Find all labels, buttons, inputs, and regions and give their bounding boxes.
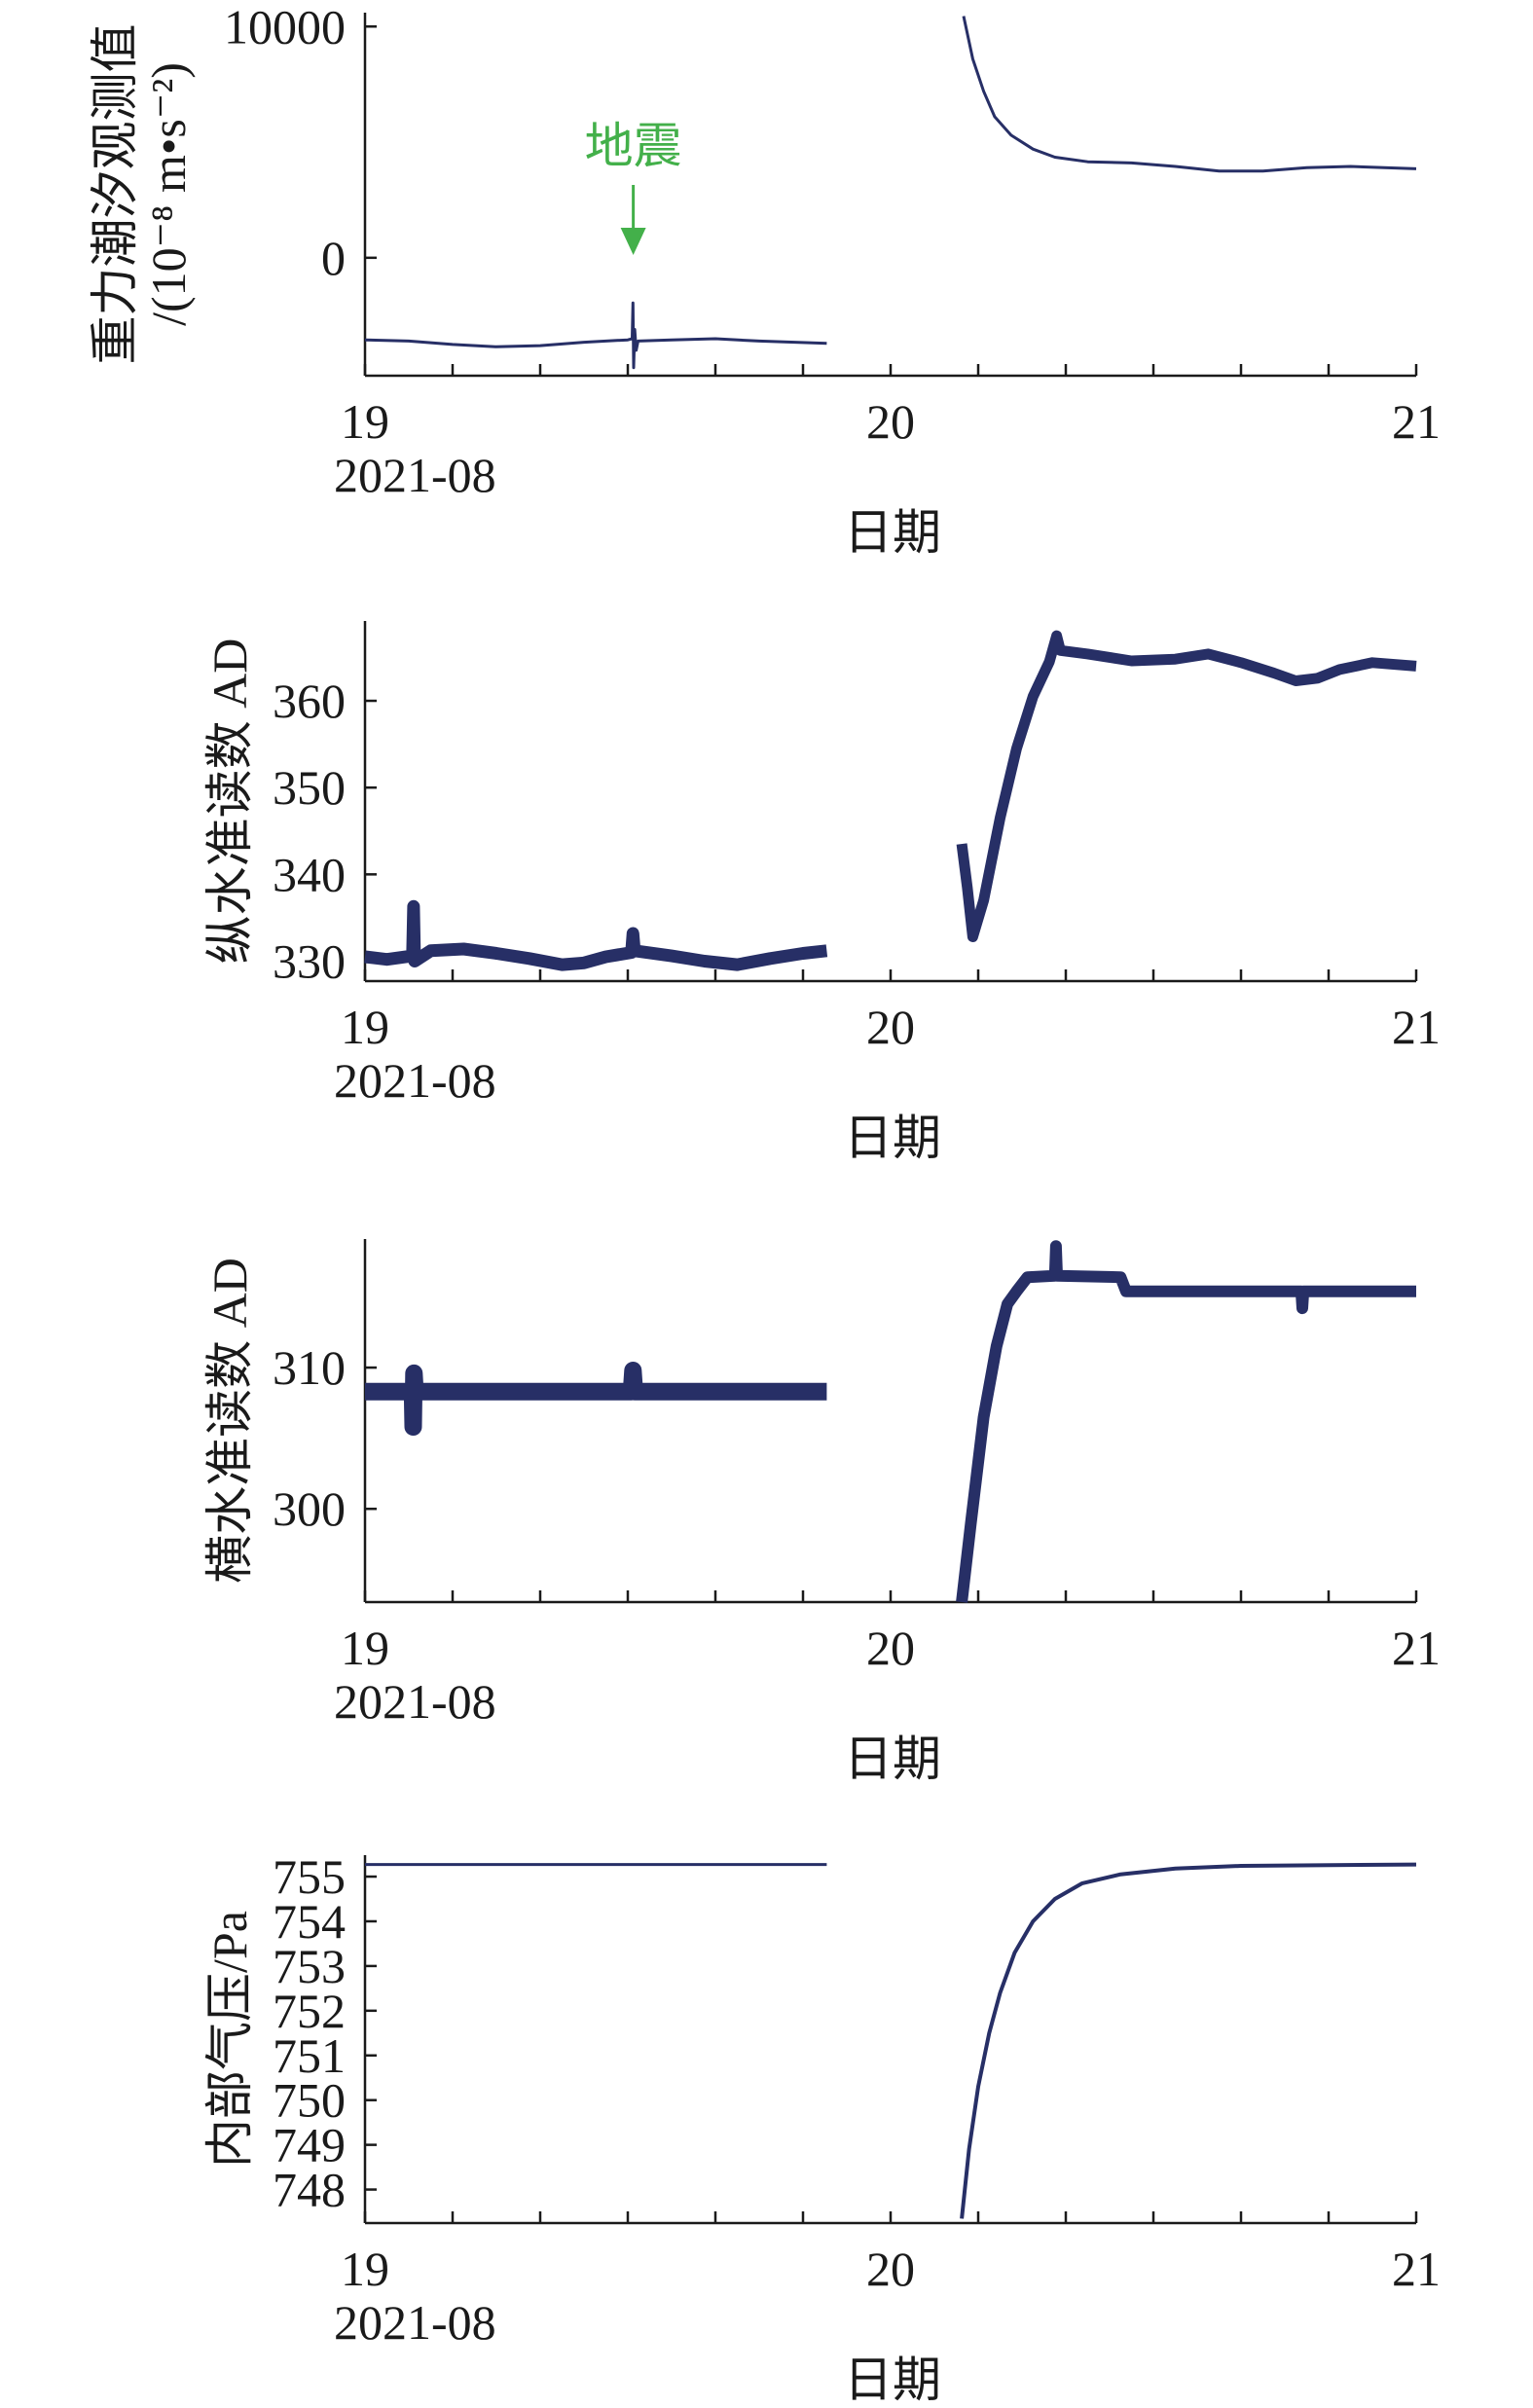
y-tick-label: 310 (273, 1340, 346, 1395)
y-tick-label: 755 (273, 1849, 346, 1904)
y-axis-label: 内部气压/Pa (202, 1911, 257, 2168)
series-line-segment (962, 16, 1417, 173)
y-tick-label: 360 (273, 674, 346, 728)
x-tick-sublabel: 2021-08 (334, 1053, 496, 1108)
x-tick-label: 21 (1392, 1000, 1441, 1054)
panel-transverse-level: 19 20 21 2021-08 日期 310 300 横水准读数 AD (202, 1239, 1441, 1786)
x-tick-label: 19 (341, 1621, 389, 1675)
y-tick-label: 300 (273, 1481, 346, 1536)
y-tick-label: 754 (273, 1894, 346, 1949)
x-tick-label: 19 (341, 2242, 389, 2296)
x-tick-label: 20 (866, 1621, 915, 1675)
x-axis-label: 日期 (844, 1732, 941, 1786)
x-tick-label: 21 (1392, 2242, 1441, 2296)
x-tick-label: 21 (1392, 394, 1441, 449)
x-tick-sublabel: 2021-08 (334, 1674, 496, 1729)
y-tick-label: 340 (273, 847, 346, 901)
x-tick-label: 19 (341, 394, 389, 449)
y-tick-label: 753 (273, 1939, 346, 1993)
panel-longitudinal-level: 19 20 21 2021-08 日期 360 350 340 330 纵水准读数 AD (202, 621, 1441, 1165)
x-axis-label: 日期 (844, 1111, 941, 1165)
x-tick-sublabel: 2021-08 (334, 448, 496, 502)
x-tick-label: 21 (1392, 1621, 1441, 1675)
series-line-segment (364, 899, 828, 971)
series-line-segment (956, 1240, 1416, 1603)
y-axis-label: 横水准读数 AD (202, 1258, 257, 1584)
panel-gravity-tide: 19 20 21 2021-08 日期 10000 0 重力潮汐观测值/(10⁻⁸ m•s⁻²… (88, 0, 1441, 560)
y-tick-label: 751 (273, 2028, 346, 2083)
y-tick-label: 330 (273, 933, 346, 988)
y-tick-label: 350 (273, 760, 346, 815)
y-axis-label: 重力潮汐观测值 (88, 24, 142, 365)
x-tick-sublabel: 2021-08 (334, 2295, 496, 2350)
y-tick-label: 0 (321, 231, 346, 285)
y-tick-label: 748 (273, 2163, 346, 2217)
series-line-segment (364, 301, 827, 370)
x-axis-label: 日期 (844, 505, 941, 560)
y-axis-unit-label: /(10⁻⁸ m•s⁻²) (141, 62, 196, 326)
series-line-segment (960, 1862, 1417, 2219)
annotation-label: 地震 (585, 119, 682, 173)
y-tick-label: 10000 (224, 0, 346, 54)
series-line-segment (956, 630, 1417, 942)
x-tick-label: 20 (866, 394, 915, 449)
y-axis-label: 纵水准读数 AD (202, 638, 257, 965)
series-line-segment (365, 1362, 827, 1436)
y-tick-label: 749 (273, 2118, 346, 2172)
annotation-arrowhead (620, 228, 646, 255)
x-axis-label: 日期 (844, 2353, 941, 2407)
x-tick-label: 20 (866, 2242, 915, 2296)
x-tick-label: 20 (866, 1000, 915, 1054)
x-tick-label: 19 (341, 1000, 389, 1054)
y-tick-label: 752 (273, 1984, 346, 2038)
y-tick-label: 750 (273, 2073, 346, 2128)
